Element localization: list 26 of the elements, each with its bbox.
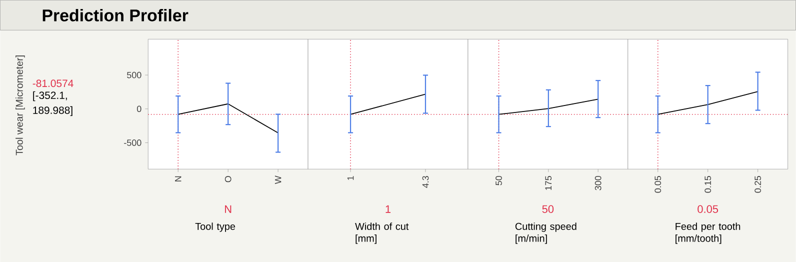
x-axis-title: Feed per tooth [mm/tooth] (676, 222, 740, 244)
x-tick-label: 175 (545, 176, 552, 190)
y-tick-label: -500 (124, 140, 142, 146)
x-axis-title: Tool type (195, 222, 236, 232)
text: [-352.1, 189.988] (33, 91, 72, 116)
x-tick-label: O (224, 176, 232, 182)
x-tick-label: 0.15 (704, 176, 712, 193)
y-axis-title: Tool wear [Micrometer] (16, 55, 25, 156)
x-tick-label: 4.3 (422, 176, 429, 188)
y-tick-label: 500 (127, 72, 142, 78)
ref-line-label: 50 (542, 205, 554, 213)
ref-line-label: 0.05 (698, 205, 718, 213)
x-axis-title: Width of cut [mm] (355, 222, 409, 244)
x-tick-label: 300 (594, 176, 602, 190)
x-tick-label: 0.25 (754, 176, 761, 193)
x-tick-label: 50 (496, 176, 502, 186)
ref-line-label: N (225, 205, 232, 213)
x-tick-label: 1 (347, 176, 354, 180)
ref-line-label: -81.0574 (32, 80, 74, 88)
chart-title: Prediction Profiler (42, 8, 188, 22)
x-axis-title: Cutting speed [m/min] (515, 222, 576, 244)
y-tick-label: 0 (136, 106, 142, 112)
x-tick-label: W (274, 176, 282, 184)
x-tick-label: N (175, 176, 182, 182)
ref-line-label: 1 (386, 205, 391, 213)
x-tick-label: 0.05 (654, 176, 662, 193)
